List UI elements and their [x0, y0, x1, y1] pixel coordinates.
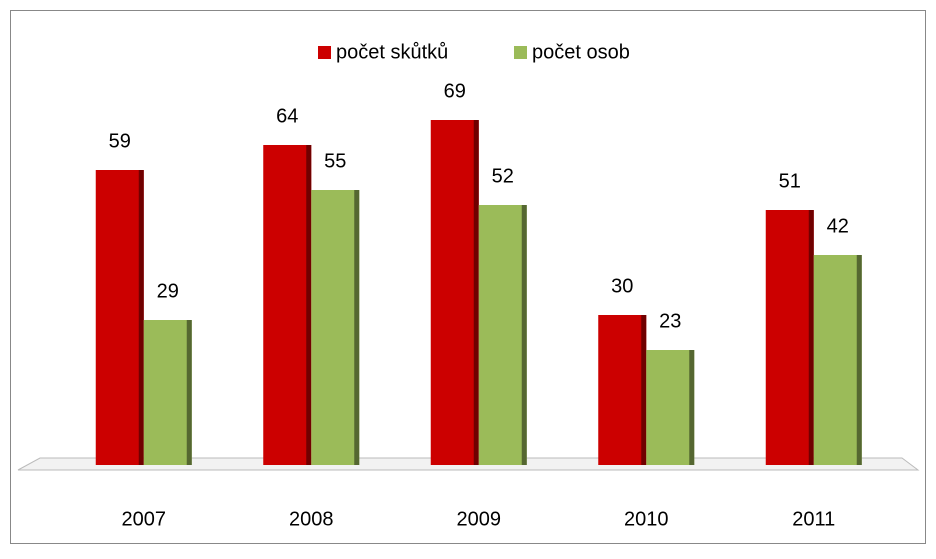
bar	[646, 350, 695, 465]
bar-side	[856, 255, 862, 465]
bar	[765, 210, 814, 465]
data-label: 52	[492, 165, 514, 187]
bar	[430, 120, 479, 465]
data-label: 55	[324, 150, 346, 172]
x-tick-label: 2007	[122, 508, 167, 530]
bar	[143, 320, 192, 465]
bar	[598, 315, 647, 465]
bar-side	[521, 205, 527, 465]
data-label: 30	[611, 275, 633, 297]
legend-swatch	[514, 46, 527, 59]
legend-label: počet skůtků	[336, 41, 448, 63]
data-label: 69	[444, 80, 466, 102]
data-label: 51	[779, 170, 801, 192]
bar-side	[354, 190, 360, 465]
x-tick-label: 2010	[624, 508, 669, 530]
bar-side	[641, 315, 647, 465]
data-label: 23	[659, 310, 681, 332]
x-tick-label: 2011	[792, 508, 835, 530]
bar	[311, 190, 360, 465]
data-label: 59	[109, 130, 131, 152]
bar-side	[689, 350, 695, 465]
bar	[813, 255, 862, 465]
x-tick-label: 2009	[457, 508, 502, 530]
bar-side	[808, 210, 814, 465]
data-label: 42	[827, 215, 849, 237]
legend-swatch	[318, 46, 331, 59]
bar-side	[473, 120, 479, 465]
bar-side	[138, 170, 144, 465]
x-tick-label: 2008	[289, 508, 334, 530]
bar-side	[186, 320, 192, 465]
bar	[478, 205, 527, 465]
legend-label: počet osob	[532, 41, 630, 63]
data-label: 64	[276, 105, 298, 127]
bar	[263, 145, 312, 465]
data-label: 29	[157, 280, 179, 302]
bar-side	[306, 145, 312, 465]
bar	[95, 170, 144, 465]
